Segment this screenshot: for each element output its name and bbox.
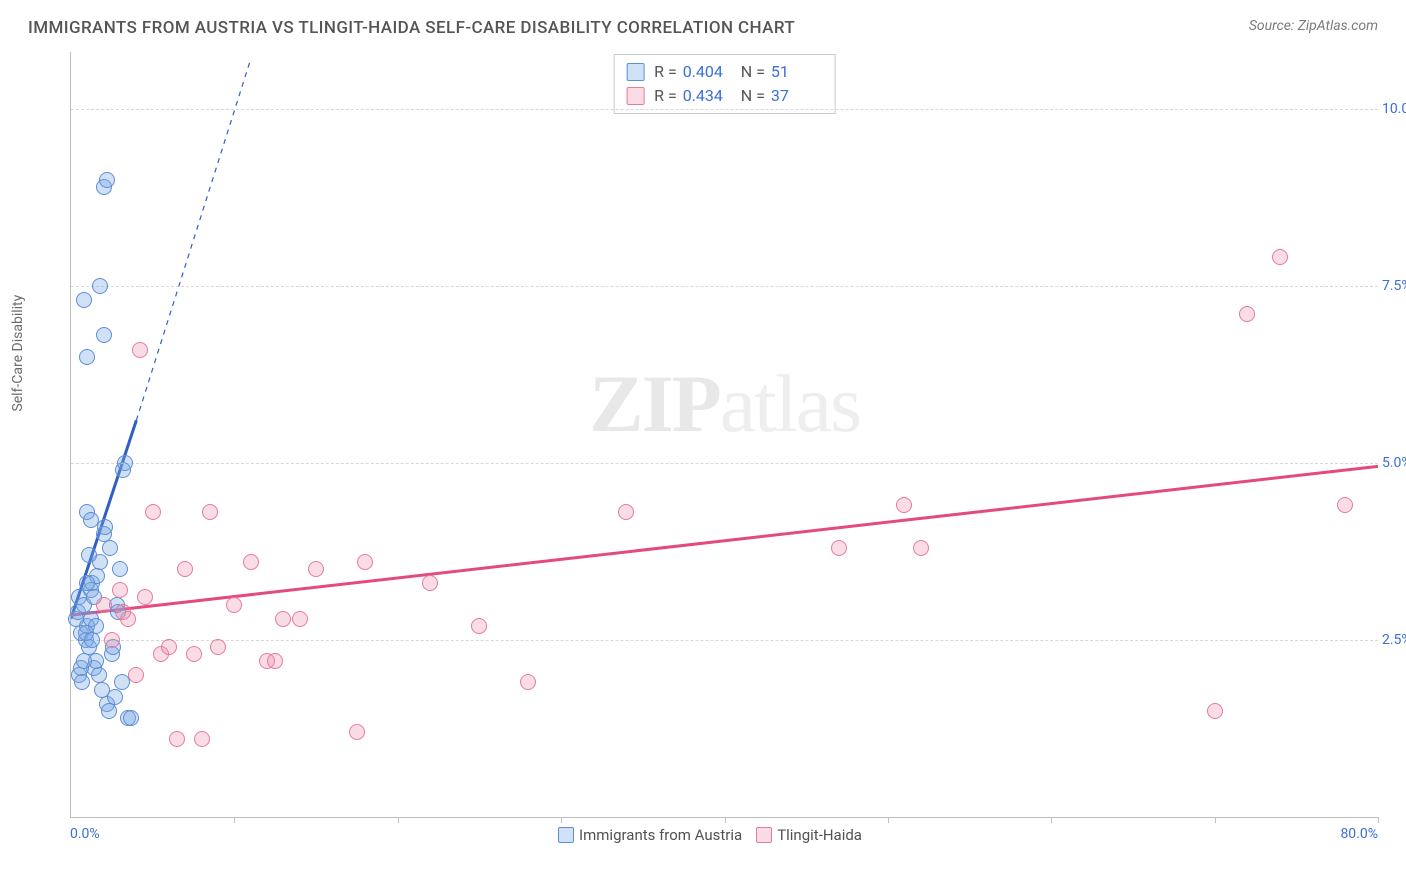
scatter-point-tlingit <box>1239 306 1255 322</box>
scatter-point-tlingit <box>471 618 487 634</box>
scatter-point-austria <box>88 618 104 634</box>
y-axis-label: Self-Care Disability <box>10 295 26 412</box>
gridline-horizontal <box>71 640 1378 641</box>
scatter-point-tlingit <box>128 667 144 683</box>
scatter-point-tlingit <box>1272 249 1288 265</box>
x-tick <box>888 817 889 823</box>
scatter-point-tlingit <box>896 497 912 513</box>
gridline-horizontal <box>71 463 1378 464</box>
chart-title: IMMIGRANTS FROM AUSTRIA VS TLINGIT-HAIDA… <box>28 18 795 38</box>
scatter-point-austria <box>117 455 133 471</box>
legend-label-tlingit: Tlingit-Haida <box>777 826 862 844</box>
n-value-austria: 51 <box>771 60 823 84</box>
scatter-point-austria <box>83 512 99 528</box>
scatter-point-tlingit <box>112 582 128 598</box>
scatter-point-tlingit <box>186 646 202 662</box>
scatter-point-tlingit <box>308 561 324 577</box>
watermark-light: atlas <box>720 358 860 449</box>
scatter-point-tlingit <box>194 731 210 747</box>
scatter-point-tlingit <box>267 653 283 669</box>
scatter-point-austria <box>81 547 97 563</box>
scatter-point-tlingit <box>137 589 153 605</box>
n-label: N = <box>741 60 765 84</box>
scatter-point-austria <box>123 710 139 726</box>
legend-swatch-austria <box>626 63 644 81</box>
scatter-point-tlingit <box>1207 703 1223 719</box>
correlation-legend-row-tlingit: R = 0.434N =37 <box>626 84 823 108</box>
scatter-point-austria <box>114 674 130 690</box>
y-tick-label: 5.0% <box>1382 455 1406 471</box>
scatter-point-tlingit <box>422 575 438 591</box>
scatter-point-austria <box>79 349 95 365</box>
trend-line-tlingit <box>71 466 1378 615</box>
scatter-point-tlingit <box>202 504 218 520</box>
scatter-point-tlingit <box>243 554 259 570</box>
correlation-legend: R = 0.404N =51 R = 0.434N =37 <box>613 54 836 114</box>
scatter-point-austria <box>101 703 117 719</box>
series-legend: Immigrants from Austria Tlingit-Haida <box>28 826 1378 844</box>
x-tick <box>398 817 399 823</box>
scatter-point-tlingit <box>292 611 308 627</box>
scatter-point-tlingit <box>177 561 193 577</box>
legend-label-austria: Immigrants from Austria <box>579 826 742 844</box>
x-tick <box>1215 817 1216 823</box>
scatter-point-tlingit <box>210 639 226 655</box>
r-value-tlingit: 0.434 <box>683 84 735 108</box>
scatter-point-austria <box>107 689 123 705</box>
x-tick <box>234 817 235 823</box>
scatter-point-tlingit <box>96 597 112 613</box>
plot-area: ZIPatlas R =0.404N =51R =0.434N =37 2.5%… <box>70 52 1378 818</box>
x-tick <box>1051 817 1052 823</box>
scatter-point-austria <box>99 172 115 188</box>
scatter-point-austria <box>102 540 118 556</box>
legend-swatch-tlingit <box>626 87 644 105</box>
scatter-point-austria <box>74 674 90 690</box>
scatter-point-tlingit <box>226 597 242 613</box>
n-label: N = <box>741 84 765 108</box>
x-tick <box>1378 817 1379 823</box>
scatter-point-austria <box>76 292 92 308</box>
n-value-tlingit: 37 <box>771 84 823 108</box>
scatter-point-tlingit <box>169 731 185 747</box>
scatter-point-tlingit <box>618 504 634 520</box>
scatter-point-tlingit <box>349 724 365 740</box>
scatter-point-tlingit <box>115 604 131 620</box>
scatter-point-austria <box>92 278 108 294</box>
r-label: R = <box>654 84 677 108</box>
scatter-point-tlingit <box>104 632 120 648</box>
scatter-point-tlingit <box>520 674 536 690</box>
r-value-austria: 0.404 <box>683 60 735 84</box>
scatter-point-tlingit <box>145 504 161 520</box>
trend-line-ext-austria <box>136 59 250 420</box>
scatter-point-tlingit <box>831 540 847 556</box>
x-tick <box>725 817 726 823</box>
scatter-point-austria <box>97 519 113 535</box>
gridline-horizontal <box>71 109 1378 110</box>
scatter-point-austria <box>96 327 112 343</box>
scatter-point-austria <box>76 653 92 669</box>
source-label: Source: ZipAtlas.com <box>1249 18 1378 34</box>
x-tick <box>561 817 562 823</box>
scatter-point-tlingit <box>132 342 148 358</box>
y-tick-label: 10.0% <box>1382 101 1406 117</box>
y-tick-label: 7.5% <box>1382 278 1406 294</box>
watermark-bold: ZIP <box>589 358 720 449</box>
r-label: R = <box>654 60 677 84</box>
watermark: ZIPatlas <box>589 357 860 451</box>
y-tick-label: 2.5% <box>1382 632 1406 648</box>
correlation-legend-row-austria: R = 0.404N =51 <box>626 60 823 84</box>
legend-swatch-austria <box>558 827 574 843</box>
scatter-point-austria <box>112 561 128 577</box>
scatter-point-tlingit <box>913 540 929 556</box>
scatter-point-tlingit <box>1337 497 1353 513</box>
legend-swatch-tlingit <box>756 827 772 843</box>
chart-container: Self-Care Disability ZIPatlas R =0.404N … <box>28 52 1378 872</box>
scatter-point-austria <box>84 632 100 648</box>
scatter-point-tlingit <box>357 554 373 570</box>
scatter-point-tlingit <box>275 611 291 627</box>
trend-lines-svg <box>71 52 1378 817</box>
gridline-horizontal <box>71 286 1378 287</box>
scatter-point-tlingit <box>161 639 177 655</box>
